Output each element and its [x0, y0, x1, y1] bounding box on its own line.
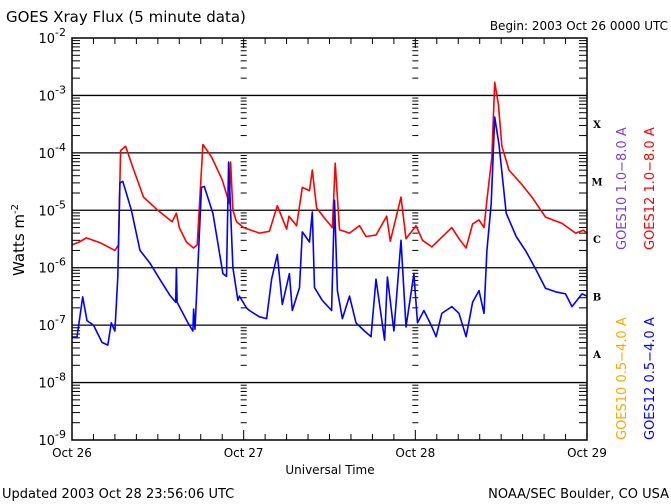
y-tick-label: 10-8	[38, 371, 66, 392]
legend-goes12-short: GOES12 0.5−4.0 A	[643, 317, 658, 440]
y-tick-base: 10	[38, 32, 55, 47]
flare-class-labels: X M C B A	[591, 120, 602, 361]
x-axis-label: Universal Time	[285, 463, 374, 477]
y-axis-label-exponent: -2	[10, 204, 21, 214]
y-axis-label: Watts m-2	[10, 204, 28, 276]
y-tick-exponent: -5	[55, 198, 66, 211]
y-tick-exponent: -8	[55, 371, 66, 384]
y-tick-label: 10-9	[38, 428, 66, 449]
x-tick-label: Oct 27	[224, 446, 264, 460]
chart-title: GOES Xray Flux (5 minute data)	[6, 8, 246, 26]
y-tick-base: 10	[38, 147, 55, 162]
y-tick-exponent: -7	[55, 313, 66, 326]
x-tick-label: Oct 26	[52, 446, 92, 460]
y-tick-label: 10-2	[38, 26, 66, 47]
updated-timestamp: Updated 2003 Oct 28 23:56:06 UTC	[2, 487, 234, 502]
x-tick-label: Oct 28	[395, 446, 435, 460]
y-tick-base: 10	[38, 89, 55, 104]
series-lines	[71, 81, 588, 346]
plot-frame	[71, 37, 588, 441]
y-tick-label: 10-3	[38, 83, 66, 104]
begin-time: Begin: 2003 Oct 26 0000 UTC	[490, 19, 668, 33]
series-line-goes12-0-5-4-0-a	[72, 116, 588, 346]
y-tick-label: 10-4	[38, 141, 66, 162]
series-line-goes12-1-0-8-0-a	[71, 81, 588, 252]
y-tick-exponent: -9	[55, 428, 66, 441]
y-tick-base: 10	[38, 204, 55, 219]
credit: NOAA/SEC Boulder, CO USA	[488, 487, 669, 502]
gridlines	[72, 94, 587, 384]
y-tick-label: 10-7	[38, 313, 66, 334]
legend-goes10-short: GOES10 0.5−4.0 A	[615, 317, 630, 440]
flare-class-X: X	[593, 120, 601, 131]
y-tick-label: 10-5	[38, 198, 66, 219]
x-tick-label: Oct 29	[567, 446, 607, 460]
y-axis-label-text: Watts m	[10, 214, 28, 276]
y-tick-exponent: -4	[55, 141, 66, 154]
flare-class-A: A	[592, 350, 601, 361]
y-tick-labels: 10-210-310-410-510-610-710-810-9	[38, 26, 66, 449]
flare-class-M: M	[591, 178, 602, 189]
legend-goes12-long: GOES12 1.0−8.0 A	[643, 127, 658, 250]
x-tick-labels: Oct 26 Oct 27 Oct 28 Oct 29	[52, 446, 607, 460]
y-tick-exponent: -6	[55, 256, 66, 269]
y-tick-base: 10	[38, 319, 55, 334]
flare-class-B: B	[593, 292, 601, 303]
y-tick-exponent: -2	[55, 26, 66, 39]
y-tick-base: 10	[38, 377, 55, 392]
legend-goes10-long: GOES10 1.0−8.0 A	[615, 127, 630, 250]
axis-ticks	[71, 38, 588, 440]
y-tick-exponent: -3	[55, 83, 66, 96]
y-tick-base: 10	[38, 262, 55, 277]
y-tick-base: 10	[38, 434, 55, 449]
y-tick-label: 10-6	[38, 256, 66, 277]
flare-class-C: C	[593, 235, 601, 246]
